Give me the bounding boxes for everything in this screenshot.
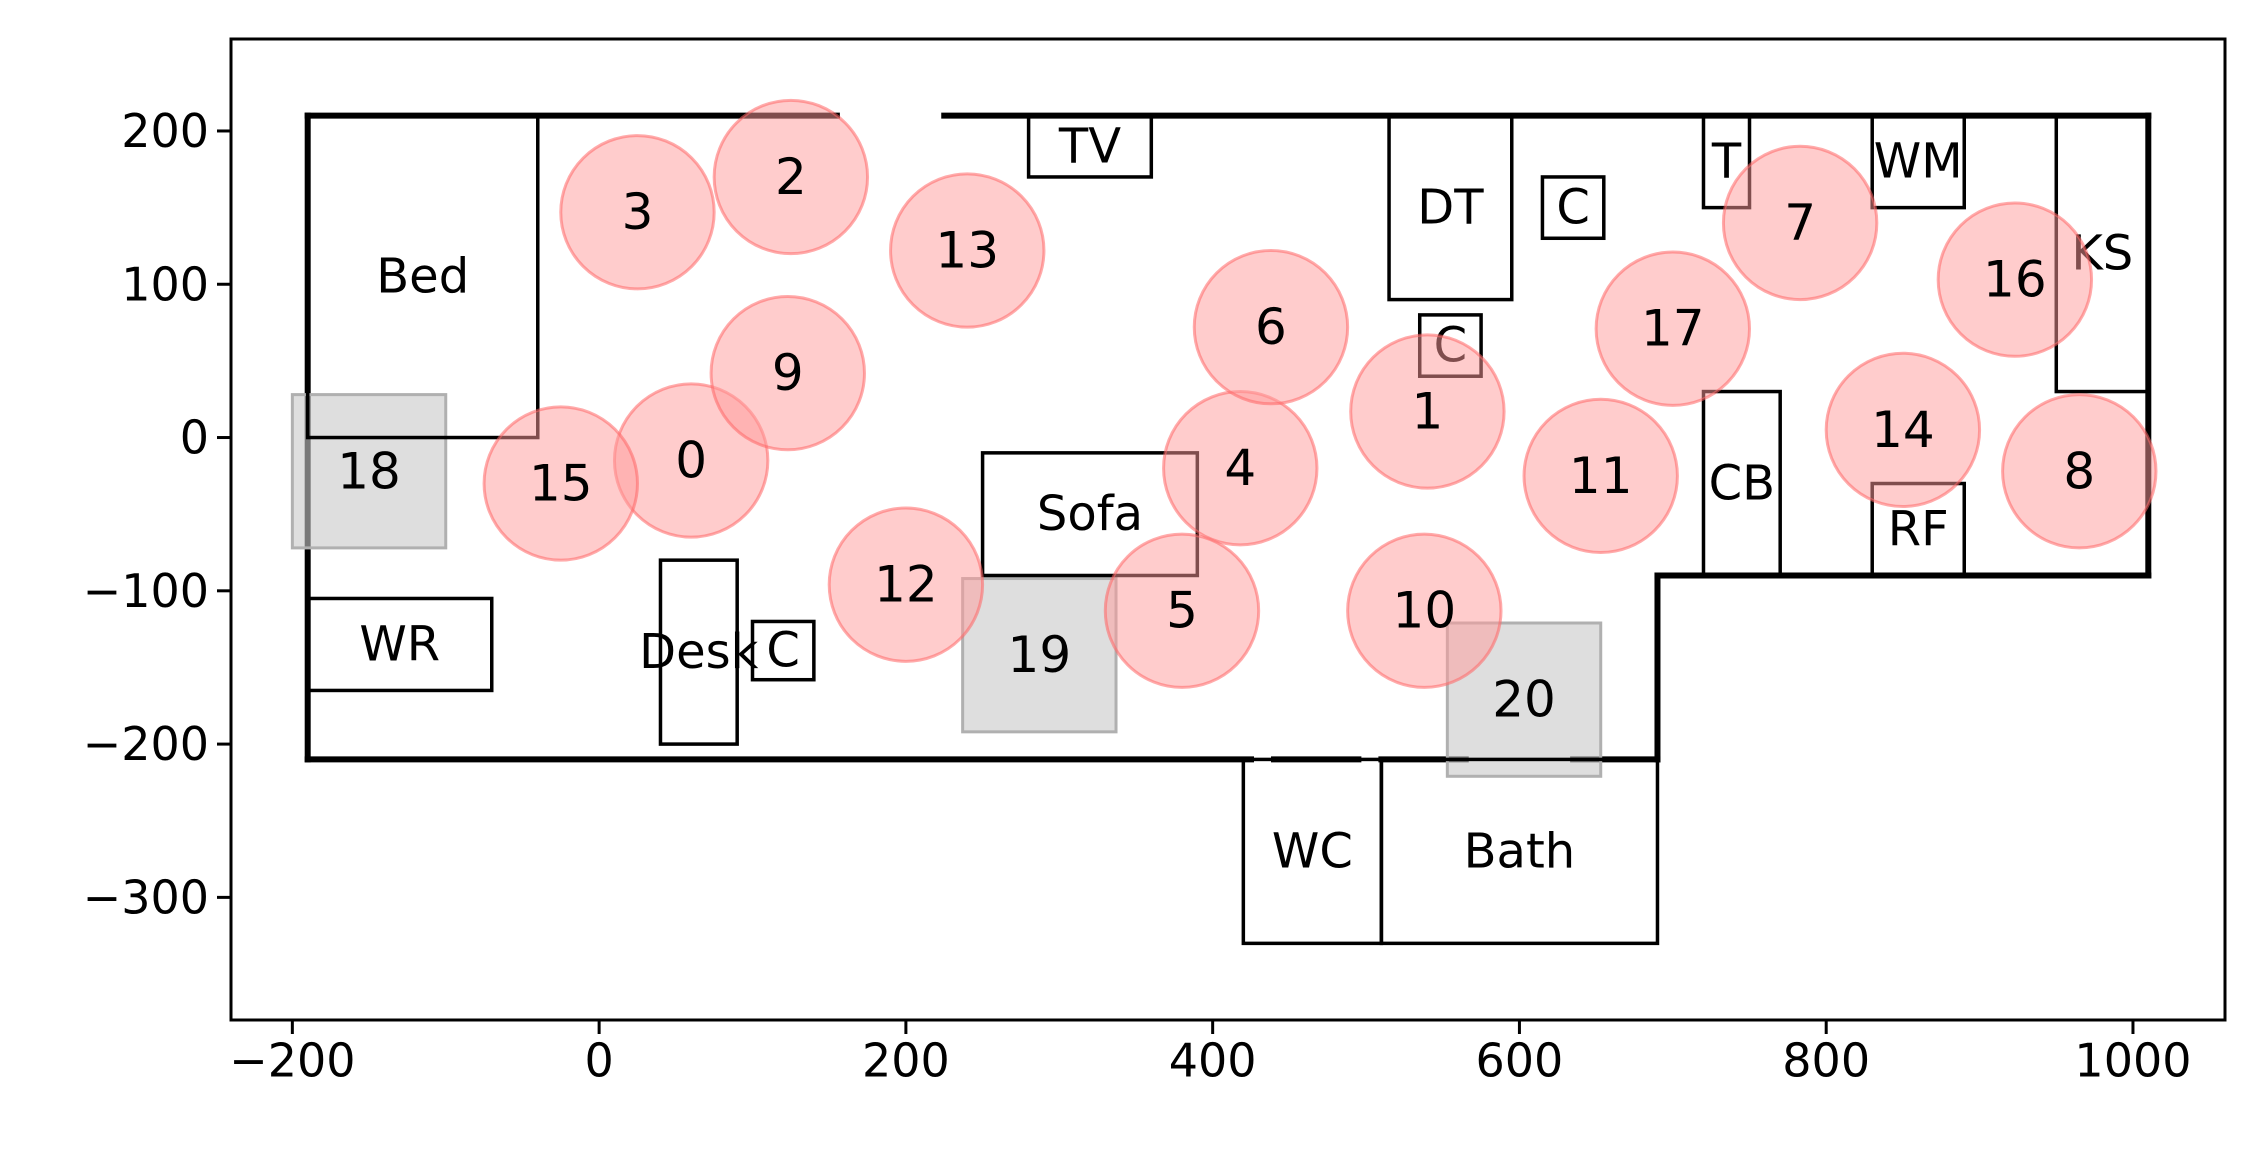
red-circle-marker (889, 172, 1046, 329)
gray-square-label: 18 (337, 442, 401, 500)
furniture-outline (1870, 113, 1966, 210)
gray-square-marker (290, 393, 448, 550)
red-circle-marker (1346, 532, 1503, 689)
red-circle-marker (559, 134, 716, 291)
y-tick-label: 200 (121, 104, 209, 158)
furniture-label: TV (1058, 118, 1121, 174)
x-tick-label: 400 (1169, 1033, 1257, 1087)
furniture-outline (1701, 389, 1782, 578)
red-circle-marker (482, 405, 639, 562)
furniture-label: WR (359, 616, 440, 672)
red-circle-label: 7 (1784, 194, 1816, 252)
y-tick-label: −100 (83, 564, 209, 618)
furniture-label: WM (1874, 134, 1963, 190)
red-circle-label: 4 (1224, 439, 1256, 497)
red-circle-label: 10 (1393, 582, 1457, 640)
furniture-label: Bath (1464, 823, 1576, 879)
red-circle-marker (709, 295, 866, 452)
y-tick-label: −300 (83, 870, 209, 924)
furniture-label: Bed (376, 249, 469, 305)
red-circle-marker (827, 506, 985, 663)
red-circle-label: 14 (1871, 401, 1935, 459)
furniture-label: C (1556, 180, 1590, 236)
gray-square-label: 19 (1008, 626, 1072, 684)
red-circle-marker (1594, 250, 1752, 407)
red-circle-marker (1522, 397, 1679, 554)
red-circle-label: 5 (1166, 582, 1198, 640)
red-circle-marker (1349, 333, 1506, 490)
red-circle-marker (2001, 393, 2158, 550)
furniture-layer: BedWRDeskCTVSofaDTCCTWMKSCBRFWCBath (305, 113, 2151, 946)
red-circle-label: 13 (935, 222, 999, 280)
plot-frame (229, 37, 2227, 1022)
y-tick-label: 0 (180, 411, 209, 465)
furniture-outline (305, 113, 540, 440)
gray-square-label: 20 (1492, 671, 1556, 729)
x-tick-label: 0 (584, 1033, 613, 1087)
red-circle-marker (1192, 249, 1350, 406)
x-tick-label: 200 (862, 1033, 950, 1087)
x-tick-label: −200 (229, 1033, 355, 1087)
red-circle-label: 8 (2063, 442, 2095, 500)
red-circle-marker (1721, 144, 1879, 302)
red-circle-label: 2 (775, 148, 807, 206)
red-circle-marker (1936, 201, 2094, 358)
x-tick-label: 800 (1782, 1033, 1870, 1087)
red-circle-label: 9 (772, 344, 804, 402)
furniture-outline (1540, 175, 1606, 241)
x-tick-label: 1000 (2074, 1033, 2191, 1087)
y-tick-label: 100 (121, 257, 209, 311)
furniture-label: RF (1888, 502, 1949, 558)
furniture-outline (305, 596, 494, 693)
red-circle-label: 3 (622, 183, 654, 241)
red-circle-label: 12 (874, 556, 938, 614)
y-tick-label: −200 (83, 717, 209, 771)
red-circle-label: 0 (675, 432, 707, 490)
red-circle-label: 6 (1255, 298, 1287, 356)
red-circle-label: 16 (1983, 251, 2047, 309)
red-circle-label: 11 (1569, 447, 1633, 505)
furniture-label: DT (1417, 180, 1484, 236)
furniture-outline (1387, 113, 1514, 302)
furniture-outline (1379, 757, 1660, 946)
furniture-label: Sofa (1037, 486, 1143, 542)
furniture-outline (750, 619, 816, 682)
furniture-label: CB (1709, 456, 1775, 512)
red-circle-marker (712, 98, 870, 256)
furniture-label: WC (1272, 823, 1353, 879)
gray-square-marker (961, 577, 1118, 734)
furniture-label: C (766, 623, 800, 679)
furniture-outline (658, 558, 739, 746)
furniture-outline (1026, 113, 1154, 179)
x-tick-label: 600 (1476, 1033, 1564, 1087)
red-circle-label: 17 (1641, 300, 1705, 358)
red-circle-label: 1 (1411, 382, 1443, 440)
red-circle-label: 15 (529, 455, 593, 513)
red-circle-marker (1824, 351, 1982, 509)
red-circle-marker (1103, 532, 1261, 689)
furniture-label: Desk (639, 624, 759, 680)
